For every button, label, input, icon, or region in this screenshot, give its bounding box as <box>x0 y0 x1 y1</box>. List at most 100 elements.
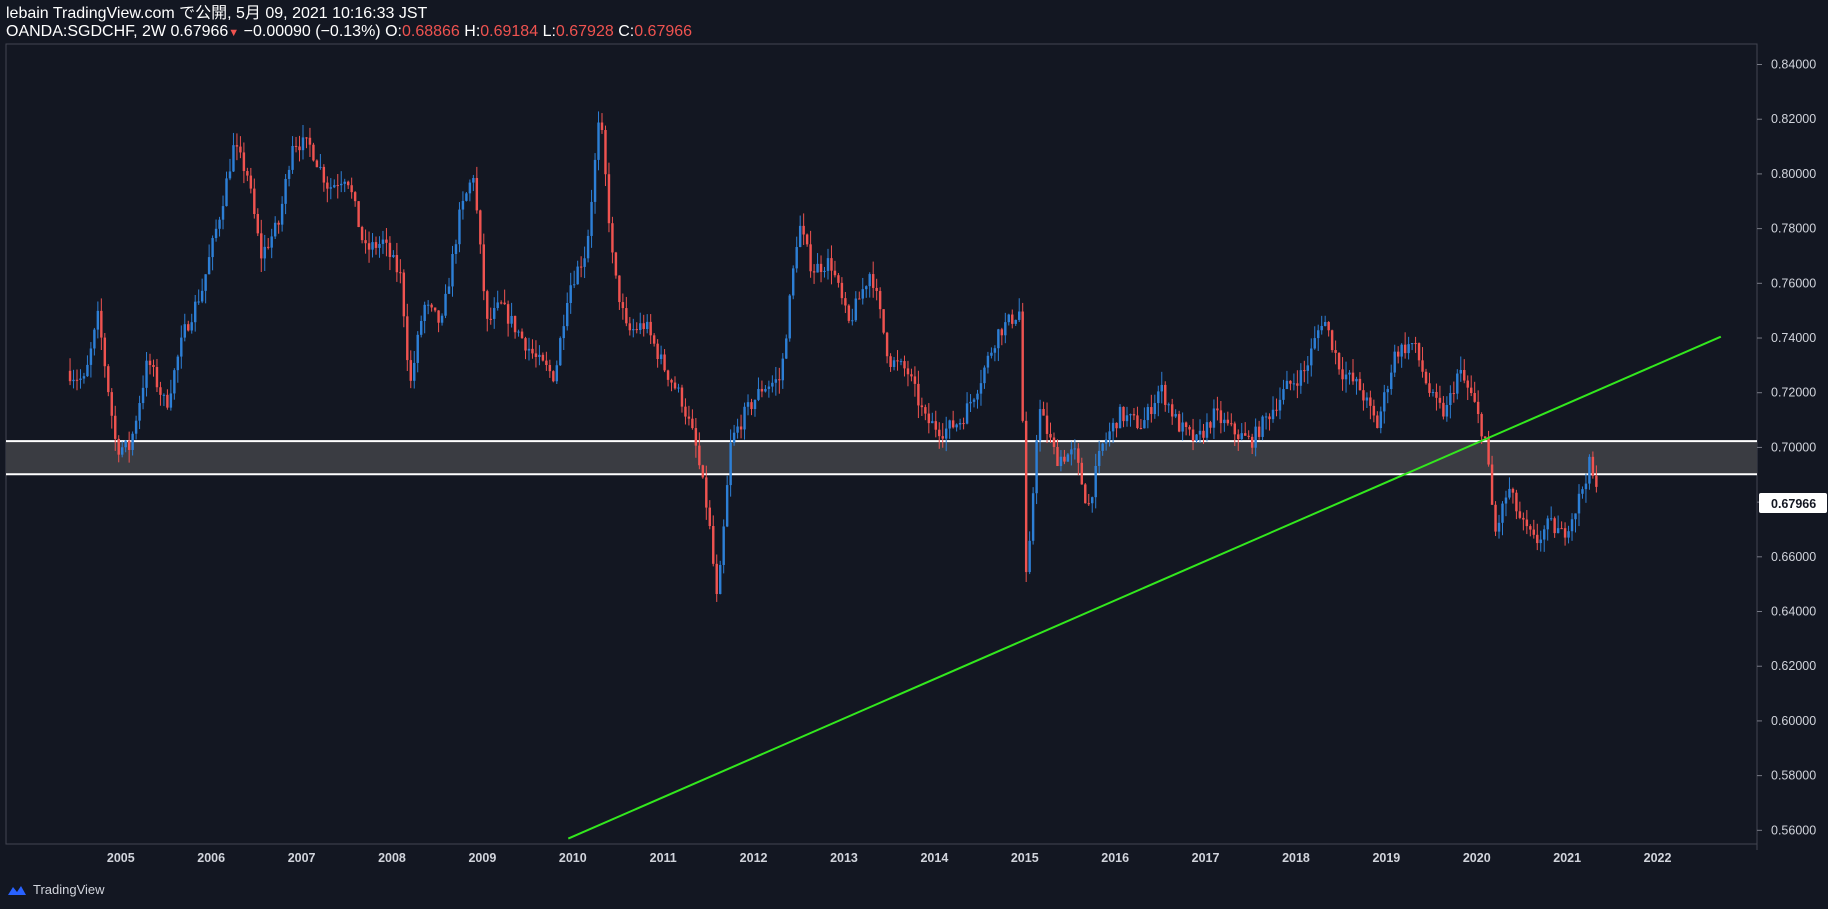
candle-body <box>736 426 739 433</box>
candle-body <box>931 421 934 424</box>
candle-body <box>1424 371 1428 384</box>
candle-body <box>235 145 239 147</box>
candle-body <box>465 193 468 201</box>
candle-body <box>381 239 385 244</box>
candle-body <box>1355 378 1358 382</box>
candle-body <box>1313 338 1316 349</box>
candle-body <box>774 379 778 383</box>
candle-body <box>93 329 96 349</box>
candle-body <box>614 252 618 276</box>
candle-body <box>1469 387 1473 394</box>
candle-body <box>958 423 962 425</box>
candle-body <box>1459 369 1462 374</box>
candle-body <box>555 365 559 382</box>
candle-body <box>1536 534 1539 544</box>
candle-body <box>788 295 791 339</box>
candle-body <box>1410 343 1414 345</box>
candle-body <box>562 326 565 339</box>
candle-body <box>965 403 969 424</box>
candle-body <box>374 242 378 248</box>
price-axis[interactable]: 0.84000 0.82000 0.80000 0.78000 0.76000 0.740… <box>1757 58 1827 838</box>
candle-body <box>444 293 447 316</box>
trendline[interactable] <box>567 335 1722 840</box>
candle-body <box>684 406 687 417</box>
price-tick-label: 0.60000 <box>1771 714 1816 728</box>
candle-body <box>392 255 395 257</box>
candle-body <box>440 315 444 323</box>
price-tick-label: 0.58000 <box>1771 769 1816 783</box>
candle-body <box>134 420 138 434</box>
candle-body <box>454 244 458 255</box>
candle-body <box>1042 409 1045 416</box>
candle-body <box>1588 456 1591 484</box>
candle-body <box>548 365 552 372</box>
candle-body <box>207 257 211 275</box>
candle-body <box>865 286 868 290</box>
time-tick-label: 2015 <box>1011 851 1039 865</box>
candle-body <box>472 178 475 183</box>
price-tick-label: 0.84000 <box>1771 58 1816 72</box>
candle-body <box>1198 430 1202 435</box>
candle-body <box>1393 351 1396 373</box>
candle-body <box>1351 372 1355 382</box>
candle-body <box>173 370 176 394</box>
candle-body <box>1056 446 1059 467</box>
candle-body <box>479 210 482 245</box>
candle-body <box>103 337 107 367</box>
candle-body <box>666 370 670 380</box>
candle-body <box>579 266 583 268</box>
candle-body <box>1452 393 1456 395</box>
support-zone[interactable] <box>6 440 1757 476</box>
candle-body <box>155 366 159 388</box>
time-tick-label: 2005 <box>107 851 135 865</box>
high-value: 0.69184 <box>480 23 539 40</box>
candle-body <box>68 370 72 382</box>
candle-body <box>694 428 698 446</box>
candle-body <box>767 386 771 389</box>
candle-body <box>246 171 249 176</box>
candle-body <box>336 185 339 187</box>
candle-body <box>823 270 826 273</box>
candle-body <box>976 393 979 400</box>
candle-body <box>346 181 350 186</box>
time-axis[interactable]: 2005 2006 2007 2008 2009 2010 2011 2012 2013 2014… <box>107 851 1672 865</box>
candle-body <box>1045 415 1049 434</box>
trendline-group[interactable] <box>567 335 1722 840</box>
low-value: 0.67928 <box>555 23 614 40</box>
candle-body <box>395 255 399 273</box>
candle-body <box>1237 434 1240 440</box>
candle-body <box>1456 373 1459 394</box>
candle-body <box>256 213 260 234</box>
candle-body <box>451 254 454 287</box>
candle-body <box>1139 428 1143 430</box>
candle-body <box>1421 360 1424 372</box>
candle-body <box>1153 403 1157 415</box>
candle-body <box>1073 448 1077 450</box>
candle-body <box>1383 392 1386 412</box>
candle-body <box>204 274 207 291</box>
candle-body <box>621 302 625 309</box>
candle-body <box>193 301 197 323</box>
candle-body <box>920 405 924 408</box>
candle-body <box>197 301 200 303</box>
candle-body <box>1362 390 1365 401</box>
candle-body <box>639 323 642 331</box>
tradingview-logo[interactable]: TradingView <box>6 882 105 897</box>
candle-body <box>499 302 503 304</box>
candle-body <box>805 234 809 245</box>
candle-body <box>673 382 677 389</box>
time-tick-label: 2012 <box>740 851 768 865</box>
candle-body <box>1024 420 1028 573</box>
candle-body <box>319 166 322 168</box>
candle-body <box>1118 406 1122 429</box>
candle-body <box>1407 344 1410 354</box>
candle-body <box>593 159 597 202</box>
candle-body <box>169 393 173 408</box>
candle-body <box>124 440 127 448</box>
candle-body <box>1250 436 1254 448</box>
candle-body <box>1084 484 1087 504</box>
candle-body <box>927 413 931 424</box>
candle-body <box>1549 518 1553 520</box>
candle-body <box>340 183 343 186</box>
